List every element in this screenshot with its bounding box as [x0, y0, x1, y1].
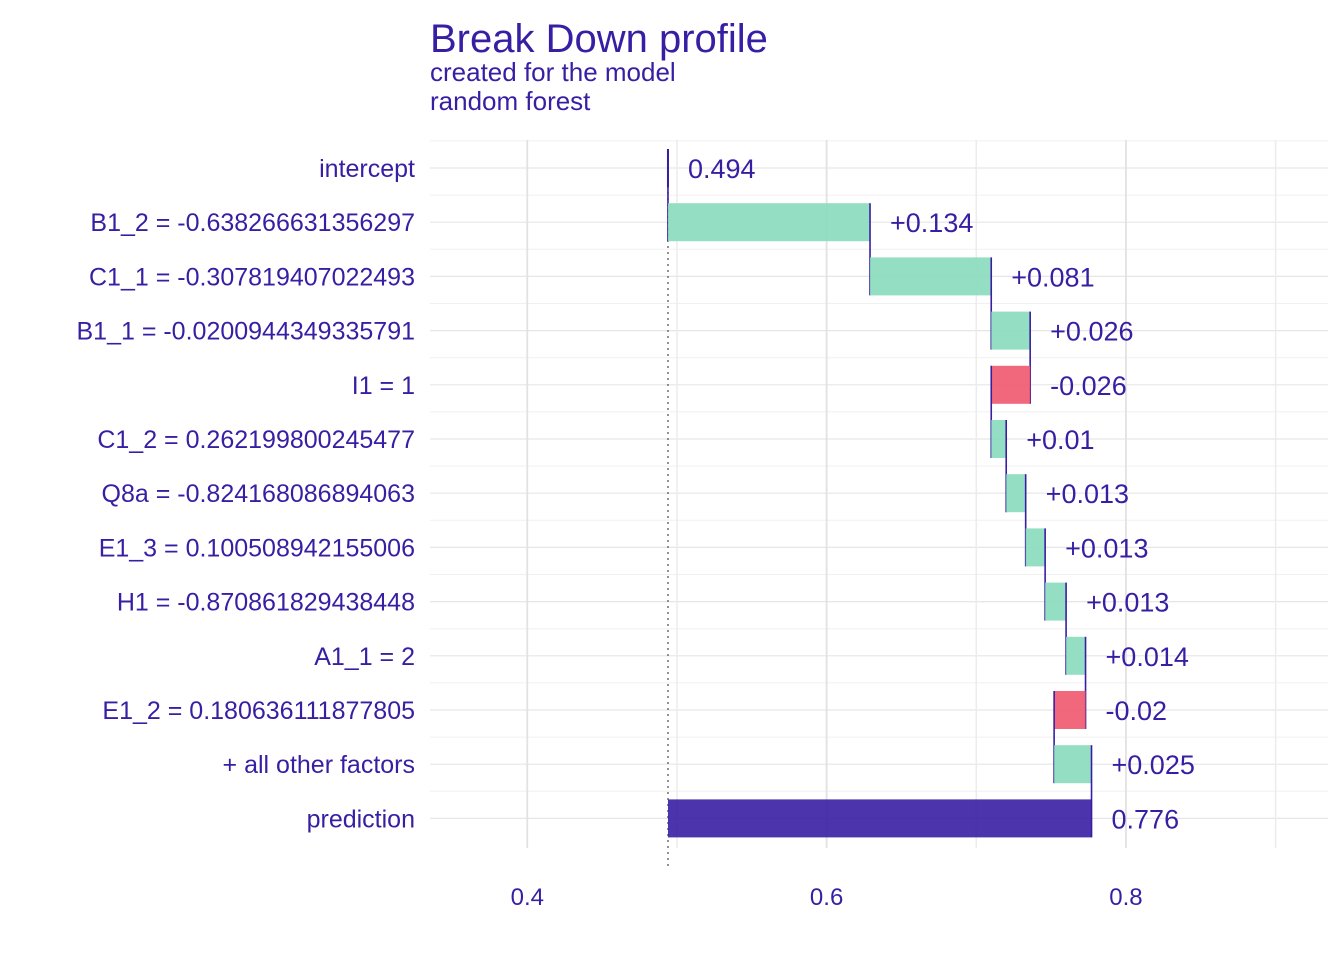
x-tick-label: 0.8 [1109, 884, 1142, 911]
bar-value-label: -0.026 [1050, 371, 1127, 401]
bars-layer [666, 149, 1093, 838]
labels-layer: intercept 0.494 B1_2 = -0.638266631356297 +… [76, 154, 1194, 834]
x-tick-label: 0.4 [511, 884, 544, 911]
bar-positive [870, 257, 992, 296]
bar-positive [1066, 636, 1086, 675]
y-tick-label: I1 = 1 [352, 372, 415, 400]
chart-subtitle-line-2: random forest [430, 86, 591, 116]
y-tick-label: C1_1 = -0.307819407022493 [89, 263, 415, 291]
bar-positive [1054, 745, 1092, 784]
bar-positive [991, 420, 1007, 458]
bar-value-label: +0.013 [1065, 533, 1148, 563]
bar-value-label: +0.013 [1086, 588, 1169, 618]
y-tick-label: Q8a = -0.824168086894063 [102, 480, 415, 508]
x-tick-label: 0.6 [810, 884, 843, 911]
bar-value-label: -0.02 [1106, 696, 1168, 726]
bar-value-label: 0.776 [1112, 804, 1180, 834]
bar-value-label: 0.494 [688, 154, 756, 184]
bar-negative [1054, 691, 1086, 729]
y-tick-label: E1_3 = 0.100508942155006 [99, 534, 415, 562]
y-tick-label: B1_1 = -0.0200944349335791 [76, 318, 415, 346]
bar-value-label: +0.081 [1011, 262, 1094, 292]
y-tick-label: C1_2 = 0.262199800245477 [97, 426, 415, 454]
bar-prediction [667, 799, 1092, 838]
y-tick-label: + all other factors [223, 751, 415, 779]
bar-value-label: +0.025 [1112, 750, 1195, 780]
bar-positive [1025, 528, 1046, 567]
y-tick-label: prediction [307, 805, 415, 833]
bar-positive [1045, 582, 1067, 621]
bar-negative [991, 365, 1031, 404]
bar-positive [1006, 474, 1026, 513]
chart-subtitle-line-1: created for the model [430, 57, 676, 87]
x-axis: 0.4 0.6 0.8 [511, 884, 1143, 911]
y-tick-label: intercept [319, 155, 415, 183]
bar-positive [667, 203, 871, 242]
y-tick-label: H1 = -0.870861829438448 [117, 589, 415, 617]
y-tick-label: B1_2 = -0.638266631356297 [90, 209, 415, 237]
bar-value-label: +0.013 [1046, 479, 1129, 509]
y-tick-label: A1_1 = 2 [314, 643, 415, 671]
chart-title: Break Down profile [430, 17, 768, 61]
y-tick-label: E1_2 = 0.180636111877805 [102, 697, 415, 725]
bar-value-label: +0.026 [1050, 317, 1133, 347]
bar-value-label: +0.134 [890, 208, 973, 238]
bar-value-label: +0.01 [1026, 425, 1094, 455]
bar-positive [991, 311, 1031, 350]
bar-value-label: +0.014 [1106, 642, 1189, 672]
